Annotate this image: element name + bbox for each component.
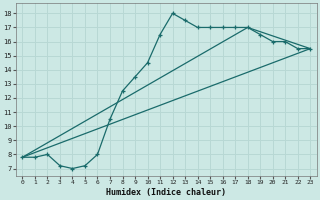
X-axis label: Humidex (Indice chaleur): Humidex (Indice chaleur) xyxy=(106,188,226,197)
